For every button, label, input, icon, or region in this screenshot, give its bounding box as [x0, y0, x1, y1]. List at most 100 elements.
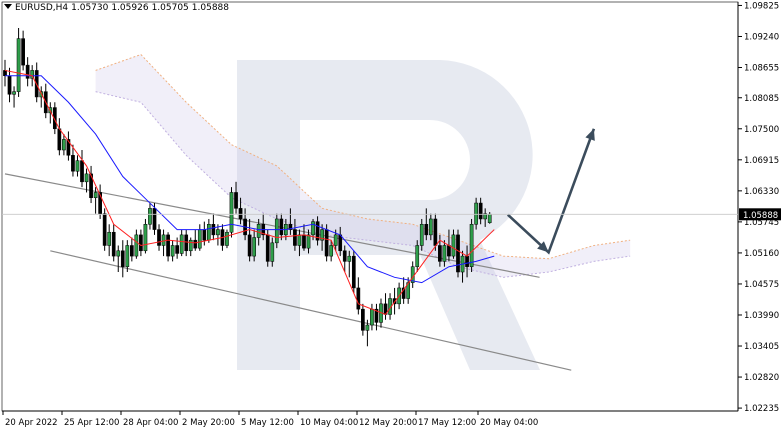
candle-body	[211, 224, 216, 236]
candle-body	[279, 218, 284, 236]
current-price-tag	[739, 208, 781, 221]
candle-body	[75, 160, 80, 172]
candle-body	[7, 75, 12, 95]
y-tick-label: 1.05745	[744, 218, 779, 228]
candle-body	[415, 245, 420, 267]
candle-body	[21, 38, 25, 66]
dropdown-triangle-icon[interactable]	[4, 4, 12, 9]
candle-body	[320, 229, 324, 241]
candle-body	[229, 192, 234, 233]
forecast-arrow	[506, 128, 596, 255]
y-tick-label: 1.02235	[744, 404, 779, 414]
candle-body	[270, 242, 275, 262]
senkou-span-a	[95, 53, 631, 260]
candle-body	[175, 245, 179, 254]
candle-body	[419, 224, 424, 246]
channel-lower-line	[50, 250, 572, 371]
candle-body	[120, 250, 125, 267]
candle-body	[102, 213, 107, 246]
price-channel	[4, 173, 572, 371]
y-tick-label: 1.07500	[744, 125, 779, 135]
x-tick-label: 12 May 20:00	[359, 418, 417, 428]
candle-body	[469, 224, 474, 267]
candle-body	[311, 221, 315, 236]
candle-body	[166, 234, 170, 257]
forecast-down-arrowhead	[537, 241, 549, 253]
candle-body	[478, 202, 483, 220]
indicator-lines	[4, 69, 495, 316]
candle-body	[256, 224, 261, 238]
candle-body	[98, 192, 102, 214]
x-tick-label: 2 May 20:00	[182, 418, 235, 428]
candle-body	[392, 298, 397, 305]
candle-body	[274, 218, 279, 244]
y-tick-label: 1.08655	[744, 64, 779, 74]
y-tick-label: 1.06915	[744, 156, 779, 166]
candle-body	[234, 192, 238, 209]
candle-body	[188, 239, 193, 252]
candle-body	[84, 173, 89, 183]
y-tick-label: 1.08085	[744, 94, 779, 104]
x-tick-label: 20 May 04:00	[480, 418, 538, 428]
candle-body	[152, 208, 157, 230]
candle-body	[71, 155, 75, 172]
candle-body	[170, 245, 175, 257]
candle-body	[333, 234, 338, 246]
candle-body	[361, 308, 365, 331]
candle-body	[30, 70, 35, 79]
x-tick-label: 28 Apr 04:00	[123, 418, 178, 428]
candle-body	[401, 287, 406, 299]
candle-body	[315, 221, 320, 241]
kijun-line	[5, 75, 495, 284]
candle-body	[207, 224, 211, 241]
candle-body	[424, 224, 429, 236]
candle-body	[487, 213, 492, 223]
chart-header: EURUSD,H4 1.05730 1.05926 1.05705 1.05888	[4, 3, 229, 13]
cloud-fill	[95, 54, 631, 278]
candle-body	[456, 234, 460, 273]
ichimoku-cloud	[95, 53, 631, 278]
candle-body	[89, 173, 93, 198]
y-tick-label: 1.03405	[744, 342, 779, 352]
x-tick-label: 5 May 12:00	[241, 418, 294, 428]
y-tick-label: 1.09825	[744, 1, 779, 11]
candle-body	[62, 139, 66, 151]
candle-body	[324, 229, 329, 257]
candle-body	[433, 218, 438, 246]
candle-body	[451, 234, 456, 257]
candle-body	[66, 139, 71, 156]
candle-body	[238, 208, 243, 220]
x-tick-label: 25 Apr 12:00	[64, 418, 119, 428]
plot-frame	[1, 1, 739, 412]
candle-body	[297, 234, 302, 246]
candle-body	[197, 229, 202, 249]
candle-body	[406, 282, 411, 299]
forecast-up-arrowhead	[585, 128, 595, 141]
candle-body	[57, 128, 62, 151]
candle-body	[107, 231, 112, 246]
watermark-letter	[237, 60, 540, 370]
candle-body	[148, 208, 152, 225]
x-tick-label: 10 May 04:00	[300, 418, 358, 428]
candle-body	[288, 224, 293, 230]
candle-body	[111, 231, 116, 257]
candle-body	[80, 160, 84, 183]
candle-body	[143, 224, 148, 252]
candle-body	[347, 255, 352, 262]
candle-body	[16, 38, 21, 92]
candle-body	[139, 234, 143, 252]
y-tick-label: 1.09240	[744, 32, 779, 42]
candle-body	[125, 245, 130, 267]
current-price-label: 1.05888	[743, 211, 778, 221]
candle-body	[428, 218, 433, 236]
low-value: 1.05705	[151, 3, 189, 13]
candle-body	[202, 229, 207, 241]
candle-body	[225, 231, 229, 246]
candle-body	[438, 245, 442, 262]
candle-body	[356, 287, 361, 310]
high-value: 1.05926	[111, 3, 149, 13]
senkou-span-b	[95, 91, 631, 278]
x-tick-label: 17 May 12:00	[418, 418, 476, 428]
candle-body	[474, 202, 478, 225]
y-tick-label: 1.02820	[744, 373, 779, 383]
